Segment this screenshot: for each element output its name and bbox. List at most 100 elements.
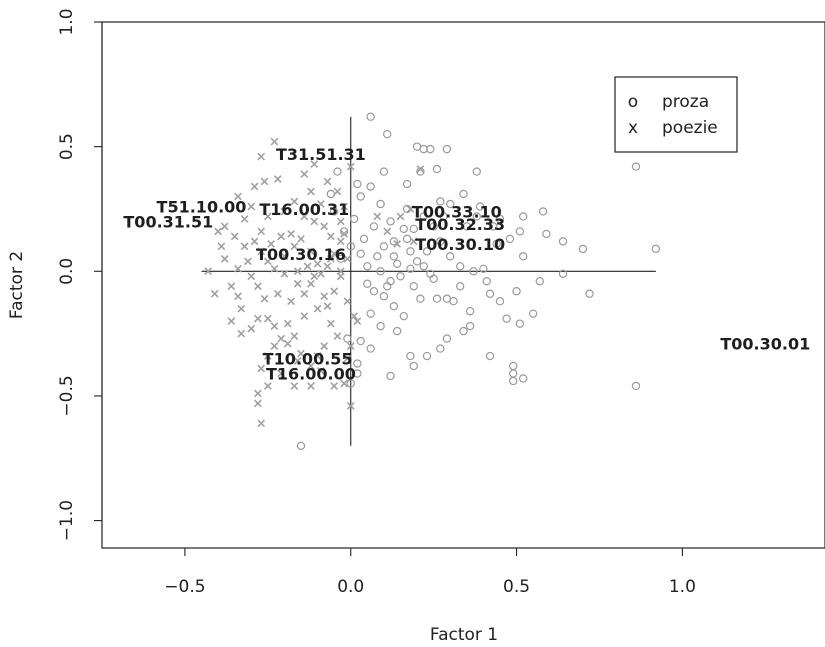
x-tick-label: 0.5	[503, 577, 530, 597]
point-poezie	[250, 182, 259, 191]
point-proza	[502, 314, 511, 323]
point-proza	[329, 207, 339, 216]
point-proza	[442, 334, 452, 343]
x-tick-label: −0.5	[164, 577, 205, 597]
point-proza	[389, 252, 399, 261]
point-proza	[432, 164, 442, 174]
point-proza	[409, 224, 418, 234]
x-axis-title: Factor 1	[430, 625, 498, 645]
point-poezie	[263, 382, 272, 390]
point-poezie	[336, 217, 345, 226]
point-proza	[439, 212, 448, 221]
point-poezie	[297, 349, 305, 358]
point-poezie	[300, 170, 309, 178]
point-proza	[383, 282, 392, 291]
point-proza	[363, 262, 372, 271]
point-poezie	[293, 357, 302, 365]
point-poezie	[247, 202, 256, 211]
point-poezie	[307, 279, 315, 288]
point-proza	[436, 197, 445, 206]
point-proza	[376, 199, 385, 209]
y-tick-label: −1.0	[57, 500, 77, 541]
point-poezie	[254, 282, 262, 291]
point-poezie	[307, 362, 315, 370]
point-poezie	[267, 240, 276, 248]
point-poezie	[326, 319, 335, 328]
point-proza	[366, 112, 375, 121]
variable-label: T10.00.55	[263, 350, 353, 369]
point-poezie	[263, 212, 272, 221]
point-poezie	[373, 212, 382, 221]
point-proza	[383, 129, 392, 139]
point-proza	[343, 334, 352, 343]
point-proza	[336, 254, 345, 264]
point-poezie	[330, 382, 339, 390]
point-proza	[422, 351, 432, 361]
variable-label: T00.32.33	[415, 215, 505, 234]
point-poezie	[244, 257, 252, 266]
point-proza	[346, 379, 355, 388]
point-poezie	[293, 267, 302, 276]
point-proza	[515, 227, 525, 236]
point-poezie	[260, 177, 269, 186]
point-poezie	[350, 312, 358, 321]
point-poezie	[277, 369, 285, 378]
point-proza	[631, 381, 641, 391]
point-poezie	[290, 242, 299, 251]
point-proza	[475, 202, 485, 211]
point-poezie	[280, 269, 289, 278]
point-proza	[509, 369, 518, 378]
point-poezie	[320, 342, 329, 350]
point-proza	[651, 244, 661, 254]
point-proza	[455, 282, 465, 291]
point-proza	[412, 257, 422, 266]
point-poezie	[270, 264, 279, 273]
point-proza	[386, 217, 395, 226]
point-proza	[346, 242, 355, 251]
point-poezie	[300, 312, 309, 321]
point-proza	[326, 189, 336, 199]
point-proza	[419, 262, 428, 271]
point-poezie	[257, 227, 266, 236]
point-poezie	[270, 137, 279, 146]
point-proza	[631, 162, 641, 171]
point-proza	[406, 247, 415, 256]
point-poezie	[270, 322, 279, 330]
y-tick-label: 0.0	[57, 258, 77, 285]
point-poezie	[234, 192, 242, 201]
point-proza	[585, 289, 594, 298]
point-proza	[542, 229, 551, 239]
point-proza	[406, 351, 415, 361]
point-poezie	[346, 342, 355, 350]
point-poezie	[323, 262, 332, 271]
point-proza	[485, 289, 495, 298]
variable-label: T16.00.31	[259, 200, 349, 219]
y-axis-title: Factor 2	[7, 251, 27, 319]
point-proza	[459, 189, 468, 199]
point-proza	[469, 267, 478, 276]
point-proza	[558, 237, 568, 246]
point-poezie	[277, 232, 285, 241]
point-poezie	[409, 237, 418, 246]
point-poezie	[330, 287, 339, 296]
x-tick-label: 1.0	[669, 577, 696, 597]
point-poezie	[210, 289, 219, 298]
point-proza	[436, 344, 445, 353]
point-proza	[422, 247, 432, 256]
point-poezie	[283, 319, 292, 328]
point-poezie	[333, 187, 342, 196]
point-poezie	[330, 249, 339, 258]
point-proza	[518, 252, 528, 261]
point-poezie	[300, 212, 309, 221]
point-proza	[578, 244, 588, 254]
point-poezie	[287, 230, 295, 238]
point-poezie	[273, 289, 282, 298]
point-poezie	[227, 282, 236, 291]
point-poezie	[263, 257, 272, 266]
point-poezie	[290, 197, 299, 206]
point-proza	[455, 262, 465, 271]
point-poezie	[283, 339, 292, 348]
point-proza	[419, 212, 428, 221]
point-poezie	[254, 399, 262, 408]
